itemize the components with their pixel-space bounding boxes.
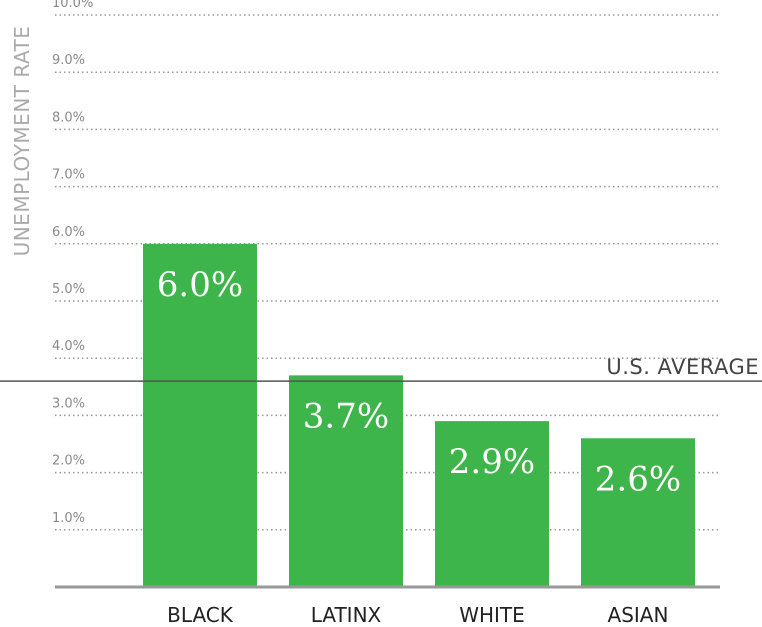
- y-tick-label: 10.0%: [52, 0, 93, 11]
- y-tick-label: 7.0%: [52, 168, 85, 183]
- value-label: 2.9%: [449, 442, 535, 482]
- value-label: 3.7%: [303, 396, 389, 436]
- y-tick-label: 3.0%: [52, 396, 85, 411]
- y-tick-label: 4.0%: [52, 339, 85, 354]
- value-label: 6.0%: [157, 265, 243, 305]
- y-tick-label: 8.0%: [52, 110, 85, 125]
- y-tick-label: 2.0%: [52, 454, 85, 469]
- y-tick-label: 1.0%: [52, 511, 85, 526]
- value-label: 2.6%: [595, 459, 681, 499]
- bar: [143, 243, 257, 588]
- y-tick-label: 5.0%: [52, 282, 85, 297]
- y-axis-title: UNEMPLOYMENT RATE: [10, 26, 34, 257]
- x-tick-label: BLACK: [167, 603, 234, 627]
- x-tick-label: LATINX: [311, 603, 382, 627]
- y-tick-label: 9.0%: [52, 53, 85, 68]
- x-tick-label: WHITE: [459, 603, 525, 627]
- bar: [289, 375, 403, 587]
- bar: [435, 421, 549, 587]
- bar: [581, 438, 695, 587]
- x-tick-label: ASIAN: [608, 603, 669, 627]
- y-tick-label: 6.0%: [52, 225, 85, 240]
- reference-label: U.S. AVERAGE: [606, 355, 759, 379]
